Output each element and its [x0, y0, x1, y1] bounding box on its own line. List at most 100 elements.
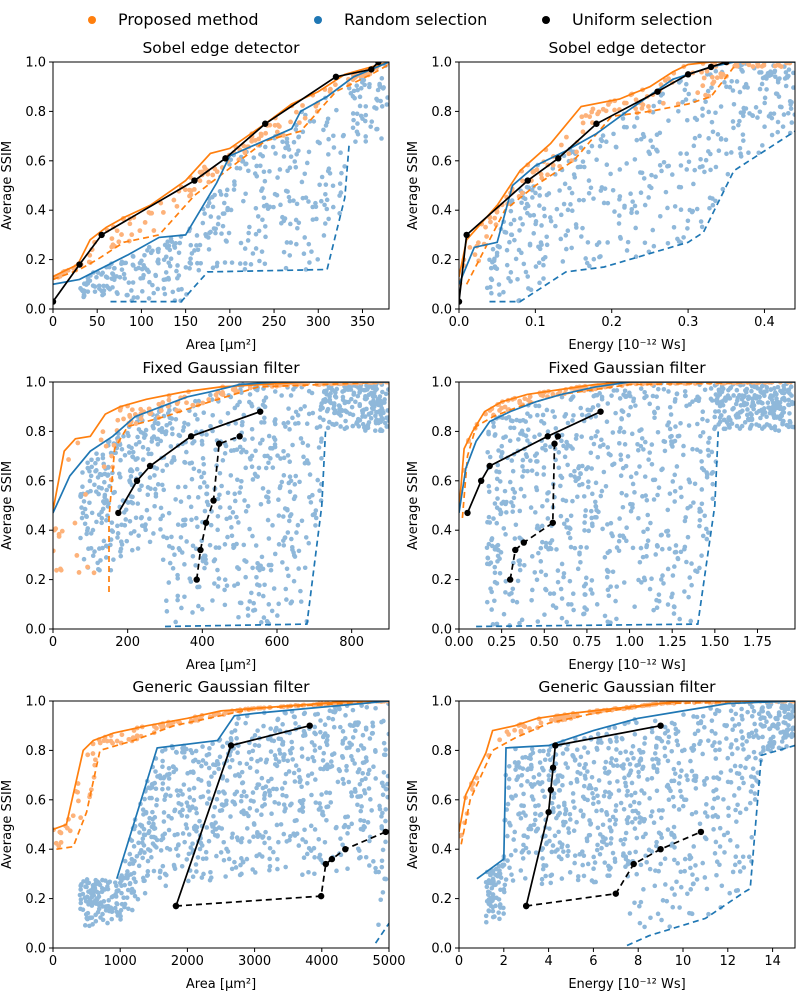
random-sample-point [737, 118, 742, 124]
random-sample-point [691, 143, 697, 149]
random-sample-point [285, 507, 290, 512]
random-sample-point [670, 904, 676, 910]
random-sample-point [348, 91, 354, 96]
random-sample-point [484, 599, 490, 605]
random-sample-point [323, 764, 328, 769]
random-sample-point [660, 466, 665, 472]
random-sample-point [773, 716, 779, 722]
proposed-sample-point [110, 740, 115, 746]
random-sample-point [296, 843, 302, 848]
random-sample-point [583, 575, 589, 581]
random-sample-point [187, 795, 193, 800]
random-sample-point [175, 484, 181, 490]
random-sample-point [687, 402, 692, 407]
random-sample-point [319, 401, 324, 406]
random-sample-point [545, 516, 551, 521]
random-sample-point [559, 876, 565, 881]
random-sample-point [543, 447, 548, 453]
random-sample-point [678, 151, 683, 156]
proposed-sample-point [519, 190, 525, 196]
random-sample-point [667, 491, 673, 496]
random-sample-point [745, 407, 750, 412]
random-sample-point [702, 782, 707, 787]
random-sample-point [311, 119, 317, 124]
random-sample-point [722, 80, 727, 85]
random-sample-point [287, 474, 293, 480]
random-sample-point [183, 517, 188, 522]
random-sample-point [121, 433, 126, 439]
random-sample-point [336, 767, 342, 772]
random-sample-point [130, 449, 136, 455]
random-sample-point [753, 755, 758, 761]
random-sample-point [164, 609, 170, 614]
random-sample-point [105, 920, 110, 926]
random-sample-point [683, 515, 688, 520]
proposed-method-front-line [53, 62, 389, 278]
random-sample-point [312, 855, 317, 860]
random-sample-point [760, 426, 765, 431]
random-sample-point [702, 725, 707, 730]
random-sample-point [665, 758, 671, 764]
random-sample-point [565, 207, 571, 213]
random-sample-point [94, 275, 99, 280]
random-sample-point [127, 478, 132, 483]
random-sample-point [655, 544, 660, 549]
random-sample-point [722, 850, 727, 855]
x-tick-label: 1000 [104, 954, 137, 969]
random-sample-point [121, 510, 127, 515]
random-sample-point [608, 171, 613, 177]
random-sample-point [496, 469, 502, 475]
random-sample-point [199, 442, 205, 447]
random-sample-point [199, 438, 205, 444]
random-sample-point [581, 853, 587, 859]
random-sample-point [592, 860, 598, 865]
random-sample-point [633, 403, 638, 408]
random-sample-point [686, 91, 692, 97]
random-sample-point [634, 835, 640, 841]
random-sample-point [80, 510, 86, 516]
random-sample-point [224, 778, 230, 783]
random-sample-point [306, 388, 312, 394]
random-sample-point [521, 261, 527, 267]
random-sample-point [286, 518, 292, 524]
random-sample-point [366, 420, 372, 425]
random-sample-point [704, 526, 709, 532]
random-sample-point [337, 181, 343, 186]
random-sample-point [311, 758, 317, 764]
random-sample-point [546, 748, 552, 753]
random-sample-point [571, 828, 577, 834]
random-sample-point [603, 139, 609, 145]
random-sample-point [383, 876, 389, 882]
y-tick-label: 0.0 [431, 623, 452, 638]
random-sample-point [194, 243, 199, 248]
random-sample-point [638, 443, 644, 449]
random-sample-point [594, 602, 600, 607]
random-sample-point [604, 419, 610, 425]
uniform-point [227, 742, 235, 749]
random-sample-point [350, 111, 356, 116]
random-sample-point [298, 436, 304, 441]
random-sample-point [246, 168, 251, 174]
random-sample-point [101, 538, 107, 544]
random-sample-point [672, 564, 677, 569]
random-sample-point [509, 500, 514, 505]
random-sample-point [371, 406, 376, 412]
random-sample-point [114, 901, 119, 906]
random-sample-point [722, 409, 727, 414]
random-sample-point [721, 417, 727, 423]
random-sample-point [363, 393, 368, 399]
random-sample-point [326, 715, 331, 721]
random-sample-point [184, 539, 189, 544]
random-sample-point [717, 419, 723, 425]
random-sample-point [276, 801, 282, 806]
random-sample-point [757, 109, 763, 115]
proposed-sample-point [133, 421, 139, 426]
random-sample-point [355, 747, 361, 753]
proposed-sample-point [328, 86, 333, 92]
random-sample-point [175, 853, 181, 858]
random-sample-point [525, 210, 530, 216]
random-sample-point [366, 767, 372, 773]
y-tick-label: 1.0 [25, 695, 46, 710]
random-sample-point [92, 284, 98, 289]
random-sample-point [173, 749, 179, 755]
